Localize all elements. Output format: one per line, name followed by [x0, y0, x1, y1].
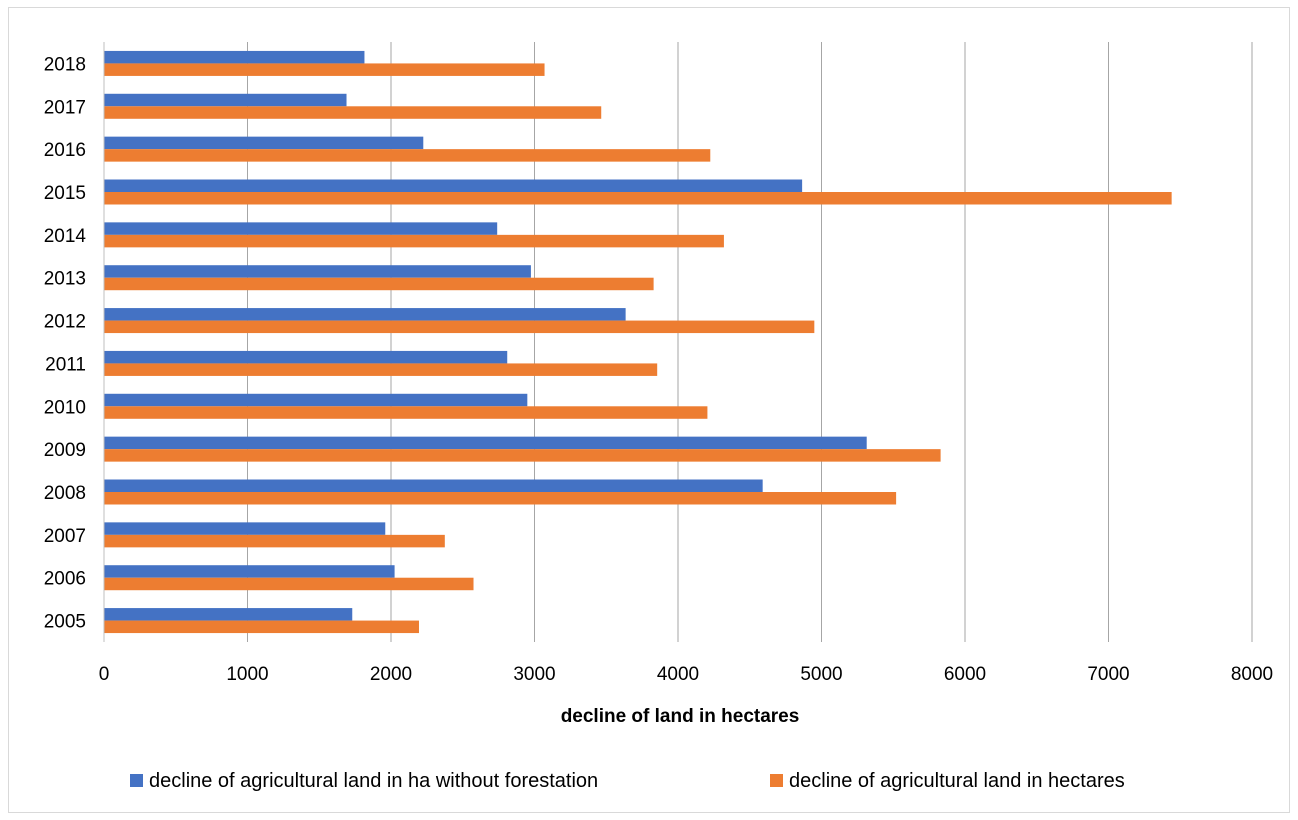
gridlines: [247, 42, 1253, 642]
bar-total-2008: [104, 492, 897, 505]
bar-without-forestation-2018: [104, 50, 365, 64]
bar-total-2018: [104, 63, 545, 76]
bar-without-forestation-2012: [104, 308, 626, 321]
y-tick-label: 2008: [44, 483, 86, 504]
legend: decline of agricultural land in ha witho…: [130, 770, 1125, 792]
y-tick-label: 2012: [44, 312, 86, 333]
bar-without-forestation-2007: [104, 522, 386, 535]
y-tick-label: 2014: [44, 226, 87, 247]
bar-without-forestation-2005: [104, 608, 353, 621]
legend-swatch-2: [770, 774, 783, 787]
y-tick-label: 2006: [44, 569, 86, 590]
x-tick-label: 0: [99, 664, 110, 685]
y-tick-label: 2016: [44, 140, 86, 161]
y-tick-label: 2010: [44, 397, 86, 418]
legend-label-2: decline of agricultural land in hectares: [789, 770, 1125, 792]
x-tick-label: 1000: [226, 664, 268, 685]
x-tick-label: 7000: [1087, 664, 1129, 685]
legend-swatch-1: [130, 774, 143, 787]
x-tick-label: 8000: [1231, 664, 1273, 685]
bar-total-2016: [104, 149, 711, 162]
bar-without-forestation-2010: [104, 393, 528, 407]
bar-without-forestation-2006: [104, 565, 395, 578]
bar-without-forestation-2011: [104, 350, 508, 364]
x-tick-label: 5000: [800, 664, 842, 685]
x-tick-label: 3000: [513, 664, 555, 685]
bar-total-2010: [104, 406, 708, 419]
bar-without-forestation-2017: [104, 93, 347, 107]
bars: [104, 50, 1172, 634]
bar-without-forestation-2015: [104, 179, 803, 192]
bar-total-2015: [104, 192, 1172, 205]
bar-total-2012: [104, 320, 815, 334]
bar-without-forestation-2013: [104, 265, 531, 278]
y-tick-label: 2005: [44, 612, 86, 633]
bar-total-2011: [104, 363, 658, 376]
bar-total-2017: [104, 106, 602, 119]
x-tick-label: 6000: [944, 664, 986, 685]
y-axis-ticks: 2005 2006 2007 2008 2009 2010 2011 2012 2013 2014…: [44, 54, 87, 632]
bar-without-forestation-2009: [104, 436, 867, 450]
y-tick-label: 2007: [44, 526, 86, 547]
bar-total-2006: [104, 577, 474, 591]
y-tick-label: 2018: [44, 54, 86, 75]
bar-total-2005: [104, 620, 419, 634]
x-tick-label: 4000: [657, 664, 699, 685]
y-tick-label: 2011: [45, 354, 86, 375]
y-tick-label: 2015: [44, 183, 86, 204]
legend-label-1: decline of agricultural land in ha witho…: [149, 770, 598, 792]
x-axis-ticks: 0 1000 2000 3000 4000 5000 6000 7000 8000: [99, 664, 1273, 685]
bar-without-forestation-2016: [104, 136, 424, 150]
bar-total-2013: [104, 277, 654, 291]
bar-without-forestation-2014: [104, 222, 498, 235]
bar-total-2007: [104, 534, 445, 548]
y-tick-label: 2017: [44, 97, 86, 118]
x-tick-label: 2000: [370, 664, 412, 685]
bar-without-forestation-2008: [104, 479, 763, 492]
y-tick-label: 2009: [44, 440, 86, 461]
x-axis-title: decline of land in hectares: [561, 706, 800, 727]
y-tick-label: 2013: [44, 269, 86, 290]
bar-total-2009: [104, 449, 941, 462]
bar-total-2014: [104, 234, 724, 248]
